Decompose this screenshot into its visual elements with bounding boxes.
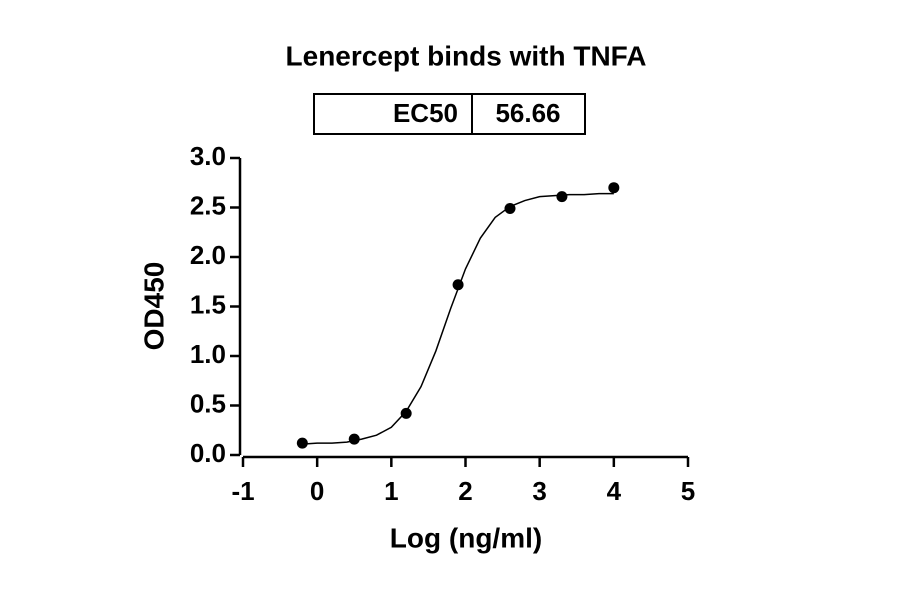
data-point (296, 437, 308, 449)
data-point (556, 191, 568, 203)
chart-title: Lenercept binds with TNFA (286, 40, 647, 71)
y-axis-title: OD450 (138, 262, 169, 351)
ec50-label: EC50 (393, 98, 458, 128)
y-tick-label: 0.5 (190, 388, 226, 418)
y-tick-label: 2.5 (190, 190, 226, 220)
x-tick-label: 1 (384, 476, 398, 506)
ec50-value: 56.66 (495, 98, 560, 128)
x-tick-label: -1 (231, 476, 254, 506)
y-tick-label: 0.0 (190, 438, 226, 468)
ec50-box (313, 93, 586, 135)
fit-curve (302, 192, 614, 445)
y-tick-label: 1.0 (190, 339, 226, 369)
x-axis-title: Log (ng/ml) (390, 522, 542, 553)
y-tick-label: 2.0 (190, 240, 226, 270)
x-tick-label: 5 (681, 476, 695, 506)
x-tick-label: 3 (532, 476, 546, 506)
x-tick-label: 4 (607, 476, 622, 506)
y-tick-label: 3.0 (190, 141, 226, 171)
data-point (608, 182, 620, 194)
y-tick-label: 1.5 (190, 289, 226, 319)
x-tick-label: 0 (310, 476, 324, 506)
x-tick-label: 2 (458, 476, 472, 506)
data-point (400, 407, 412, 419)
